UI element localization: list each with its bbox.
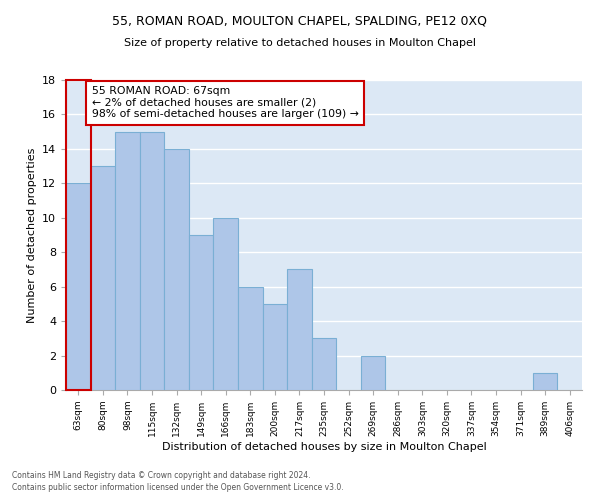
Text: Contains HM Land Registry data © Crown copyright and database right 2024.: Contains HM Land Registry data © Crown c… (12, 471, 311, 480)
Bar (238, 286, 263, 390)
Bar (189, 235, 214, 390)
Bar (66, 184, 91, 390)
Bar (164, 149, 189, 390)
Bar (115, 132, 140, 390)
Bar (533, 373, 557, 390)
Bar (263, 304, 287, 390)
Bar (91, 166, 115, 390)
Bar (214, 218, 238, 390)
Text: 55, ROMAN ROAD, MOULTON CHAPEL, SPALDING, PE12 0XQ: 55, ROMAN ROAD, MOULTON CHAPEL, SPALDING… (113, 15, 487, 28)
Text: Distribution of detached houses by size in Moulton Chapel: Distribution of detached houses by size … (161, 442, 487, 452)
Bar (312, 338, 336, 390)
Bar (140, 132, 164, 390)
Bar (361, 356, 385, 390)
Bar (287, 270, 312, 390)
Text: Contains public sector information licensed under the Open Government Licence v3: Contains public sector information licen… (12, 484, 344, 492)
Text: 55 ROMAN ROAD: 67sqm
← 2% of detached houses are smaller (2)
98% of semi-detache: 55 ROMAN ROAD: 67sqm ← 2% of detached ho… (92, 86, 359, 120)
Bar (66, 80, 91, 390)
Text: Size of property relative to detached houses in Moulton Chapel: Size of property relative to detached ho… (124, 38, 476, 48)
Y-axis label: Number of detached properties: Number of detached properties (26, 148, 37, 322)
